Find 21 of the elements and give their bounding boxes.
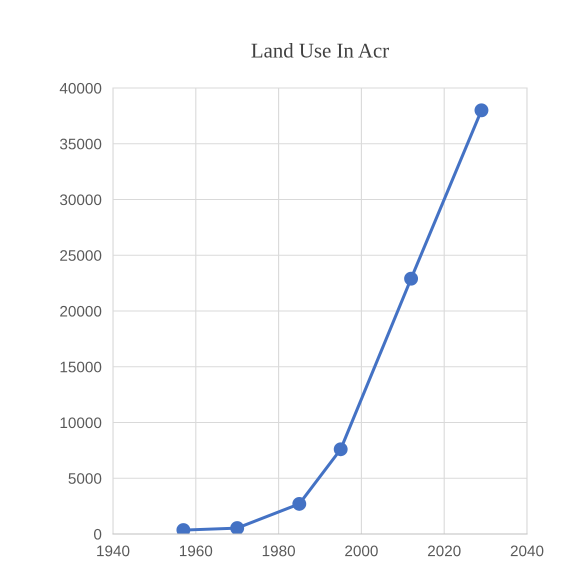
point: [474, 103, 488, 118]
y-tick-label: 10000: [60, 417, 102, 428]
y-tick-label: 20000: [60, 306, 102, 317]
point: [334, 442, 348, 456]
y-tick-label: 0: [94, 528, 102, 540]
y-tick-label: 15000: [60, 362, 102, 372]
chart-title: Land Use In Acr: [251, 42, 389, 58]
y-tick-label: 30000: [60, 194, 102, 206]
x-tick-label: 2040: [510, 546, 544, 556]
x-tick-label: 1980: [262, 546, 295, 556]
y-tick-label: 35000: [60, 138, 102, 150]
x-tick-label: 1960: [180, 546, 212, 556]
y-tick-label: 40000: [60, 82, 102, 94]
x-tick-label: 2020: [428, 546, 461, 556]
x-tick-label: 1940: [97, 546, 130, 556]
point: [292, 496, 306, 511]
y-tick-label: 25000: [60, 250, 102, 261]
point: [404, 272, 418, 286]
y-tick-label: 5000: [68, 473, 102, 484]
x-tick-label: 2000: [345, 546, 378, 556]
point: [230, 521, 244, 534]
